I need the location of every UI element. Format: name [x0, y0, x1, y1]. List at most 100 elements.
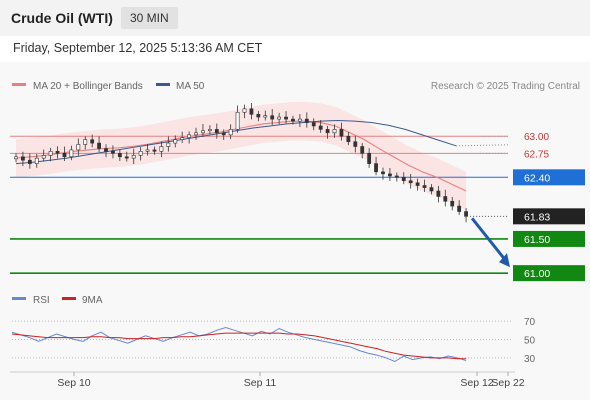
chart-header: Crude Oil (WTI) 30 MIN	[0, 0, 590, 36]
candle-body	[14, 156, 18, 160]
rsi-tick-label-70: 70	[524, 317, 536, 328]
instrument-title: Crude Oil (WTI)	[11, 10, 113, 26]
candle-body	[360, 146, 365, 154]
candle-body	[90, 139, 95, 144]
forecast-arrow	[470, 217, 510, 268]
timestamp: Friday, September 12, 2025 5:13:36 AM CE…	[13, 41, 263, 55]
level-label-62.75: 62.75	[524, 149, 549, 160]
candle-body	[263, 115, 268, 118]
candle-body	[339, 129, 344, 137]
candle-body	[401, 177, 406, 182]
ma50-legend-label: MA 50	[176, 81, 205, 92]
forecast-arrow-line	[470, 217, 509, 264]
level-label-61.00: 61.00	[524, 268, 550, 280]
rsi-tick-label-30: 30	[524, 354, 536, 365]
candle-body	[187, 134, 192, 138]
candle-body	[201, 130, 205, 134]
candle-body	[450, 200, 455, 207]
candle-body	[159, 146, 164, 152]
candle-body	[291, 118, 295, 122]
candle-body	[270, 115, 275, 120]
candle-body	[111, 150, 115, 154]
candle-body	[318, 125, 323, 130]
candle-body	[311, 122, 316, 127]
candle-body	[83, 139, 88, 145]
ma20-legend-swatch	[12, 83, 26, 86]
candle-body	[117, 153, 122, 158]
candle-body	[304, 118, 309, 123]
ma50-legend-swatch	[156, 83, 170, 86]
ma9-line	[11, 332, 467, 360]
candle-body	[429, 187, 434, 192]
candle-body	[381, 171, 385, 175]
level-labels: 63.00 62.75 62.40 61.83 61.50 61.00	[513, 132, 585, 282]
level-label-62.40: 62.40	[524, 172, 550, 184]
forecast-arrow-head	[499, 253, 510, 268]
ma20-line	[15, 120, 467, 192]
candle-body	[62, 153, 67, 158]
candle-body	[297, 118, 302, 122]
candle-body	[242, 108, 247, 113]
candle-body	[48, 150, 53, 156]
candle-body	[104, 148, 108, 152]
candle-body	[394, 175, 399, 178]
candle-body	[207, 129, 212, 132]
candle-body	[173, 139, 178, 144]
candle-body	[228, 129, 233, 136]
rsi-legend-label: RSI	[33, 295, 50, 306]
level-tag-62.40	[513, 169, 585, 186]
candle-body	[374, 163, 378, 173]
candle-body	[221, 132, 226, 136]
candle-body	[332, 129, 337, 134]
candle-body	[235, 111, 240, 130]
candle-body	[27, 159, 32, 164]
x-tick-label: Sep 11	[244, 377, 277, 389]
candle-body	[21, 156, 25, 161]
rsi-tick-label-50: 50	[524, 336, 536, 347]
interval-badge[interactable]: 30 MIN	[121, 7, 178, 29]
candle-body	[325, 129, 330, 134]
x-tick-label: Sep 22	[491, 377, 524, 389]
candle-body	[422, 185, 427, 188]
chart-area: MA 20 + Bollinger Bands MA 50 Research ©…	[0, 62, 590, 400]
rsi-panel: 70 50 30	[11, 317, 536, 365]
candle-body	[166, 142, 171, 147]
candle-body	[194, 132, 198, 136]
ma9-legend-label: 9MA	[82, 295, 103, 306]
ma9-legend-swatch	[62, 297, 76, 300]
moving-averages	[15, 119, 509, 192]
candle-body	[284, 116, 288, 120]
candle-body	[214, 129, 219, 134]
ma50-line	[15, 119, 457, 165]
level-tag-61.83	[513, 208, 585, 225]
x-tick-label: Sep 12	[460, 377, 493, 389]
bollinger-bands	[16, 102, 467, 211]
candle-body	[464, 211, 468, 217]
price-candles	[14, 102, 468, 223]
candle-body	[443, 196, 448, 202]
candle-body	[145, 149, 150, 152]
candle-body	[457, 205, 462, 212]
candle-body	[346, 135, 351, 143]
candle-body	[41, 155, 46, 159]
candle-body	[249, 108, 254, 115]
candle-body	[436, 190, 441, 197]
rsi-legend-swatch	[12, 297, 26, 300]
candle-body	[55, 150, 60, 154]
level-tag-61.50	[513, 230, 585, 247]
candle-body	[277, 116, 282, 120]
candle-body	[138, 150, 143, 156]
candle-body	[180, 137, 185, 140]
candle-body	[69, 149, 74, 158]
x-tick-label: Sep 10	[57, 377, 90, 389]
level-label-61.50: 61.50	[524, 234, 550, 246]
price-chart-svg: MA 20 + Bollinger Bands MA 50 Research ©…	[10, 81, 585, 389]
level-label-63.00: 63.00	[524, 132, 549, 143]
candle-body	[76, 144, 81, 151]
candle-body	[97, 142, 101, 149]
candle-body	[415, 182, 420, 186]
credit-text: Research © 2025 Trading Central	[431, 81, 580, 92]
candle-body	[34, 157, 39, 164]
candle-body	[124, 156, 129, 159]
